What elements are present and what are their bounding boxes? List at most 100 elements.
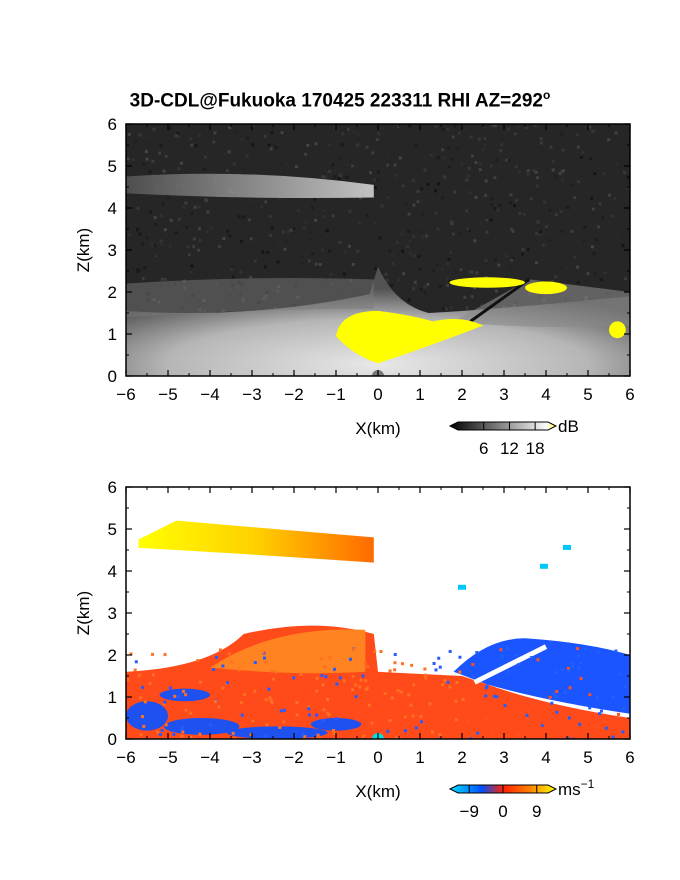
velocity-pixel <box>264 698 268 702</box>
saturated-region <box>449 277 525 288</box>
noise-pixel <box>529 197 533 201</box>
noise-pixel <box>142 162 146 166</box>
velocity-pixel <box>466 720 470 724</box>
x-tick-label: 3 <box>499 748 508 767</box>
plot-area <box>126 487 630 739</box>
noise-pixel <box>263 265 267 269</box>
noise-pixel <box>249 237 253 241</box>
velocity-pixel <box>593 723 597 727</box>
noise-pixel <box>152 243 156 247</box>
velocity-pixel <box>501 654 505 658</box>
noise-pixel <box>309 230 313 234</box>
x-tick-label: 0 <box>373 385 382 404</box>
velocity-pixel <box>485 684 489 688</box>
noise-pixel <box>128 125 132 129</box>
noise-pixel <box>485 230 489 234</box>
noise-pixel <box>444 307 448 311</box>
noise-pixel <box>473 239 477 243</box>
colorbar-tick-label: 12 <box>500 439 519 458</box>
noise-pixel <box>570 229 574 233</box>
velocity-pixel <box>263 734 267 738</box>
noise-pixel <box>217 245 221 249</box>
noise-pixel <box>545 215 549 219</box>
velocity-pixel <box>354 695 358 699</box>
noise-pixel <box>533 124 537 128</box>
noise-pixel <box>268 233 272 237</box>
velocity-pixel <box>364 679 368 683</box>
velocity-pixel <box>139 733 143 737</box>
noise-pixel <box>407 298 411 302</box>
noise-pixel <box>314 131 318 135</box>
velocity-pixel <box>424 676 428 680</box>
noise-pixel <box>457 131 461 135</box>
noise-pixel <box>166 278 170 282</box>
velocity-pixel <box>189 711 193 715</box>
noise-pixel <box>186 245 190 249</box>
velocity-pixel <box>411 714 415 718</box>
noise-pixel <box>375 138 379 142</box>
y-tick-label: 3 <box>108 241 117 260</box>
velocity-pixel <box>184 693 188 697</box>
noise-pixel <box>590 196 594 200</box>
velocity-pixel <box>354 683 358 687</box>
noise-pixel <box>310 252 314 256</box>
noise-pixel <box>588 125 592 129</box>
noise-pixel <box>399 232 403 236</box>
velocity-pixel <box>599 709 603 713</box>
noise-pixel <box>624 277 628 281</box>
noise-pixel <box>277 243 281 247</box>
y-tick-label: 5 <box>108 157 117 176</box>
velocity-pixel <box>366 665 370 669</box>
velocity-pixel <box>531 702 535 706</box>
velocity-pixel <box>317 736 321 739</box>
noise-pixel <box>377 132 381 136</box>
noise-pixel <box>152 127 156 131</box>
noise-pixel <box>521 248 525 252</box>
velocity-pixel <box>163 653 167 657</box>
velocity-pixel <box>597 725 601 729</box>
noise-pixel <box>459 268 463 272</box>
velocity-pixel <box>172 732 176 736</box>
noise-pixel <box>435 230 439 234</box>
velocity-pixel <box>221 686 225 690</box>
velocity-pixel <box>168 686 172 690</box>
noise-pixel <box>576 145 580 149</box>
noise-pixel <box>136 268 140 272</box>
noise-pixel <box>416 190 420 194</box>
velocity-pixel <box>526 708 530 712</box>
velocity-pixel <box>307 713 311 717</box>
velocity-pixel <box>189 735 193 739</box>
noise-pixel <box>231 275 235 279</box>
noise-pixel <box>377 185 381 189</box>
velocity-pixel <box>335 682 339 686</box>
noise-pixel <box>321 215 325 219</box>
x-tick-label: −6 <box>116 385 135 404</box>
velocity-pixel <box>576 654 580 658</box>
noise-pixel <box>416 200 420 204</box>
residual-layer <box>126 278 374 318</box>
colorbar-tick-label: 18 <box>526 439 545 458</box>
noise-pixel <box>576 265 580 269</box>
noise-pixel <box>585 192 589 196</box>
velocity-pixel <box>230 660 234 664</box>
velocity-pixel <box>326 711 330 715</box>
velocity-pixel <box>351 674 355 678</box>
velocity-pixel <box>342 679 346 683</box>
noise-pixel <box>445 276 449 280</box>
velocity-pixel <box>598 712 602 716</box>
noise-pixel <box>494 289 498 293</box>
noise-pixel <box>504 254 508 258</box>
noise-pixel <box>570 183 574 187</box>
noise-pixel <box>232 162 236 166</box>
noise-pixel <box>482 143 486 147</box>
noise-pixel <box>338 240 342 244</box>
noise-pixel <box>299 174 303 178</box>
velocity-pixel <box>588 693 592 697</box>
velocity-pixel <box>396 688 400 692</box>
x-tick-label: −2 <box>284 748 303 767</box>
noise-pixel <box>419 230 423 234</box>
noise-pixel <box>198 134 202 138</box>
noise-pixel <box>163 277 167 281</box>
noise-pixel <box>304 152 308 156</box>
noise-pixel <box>535 232 539 236</box>
